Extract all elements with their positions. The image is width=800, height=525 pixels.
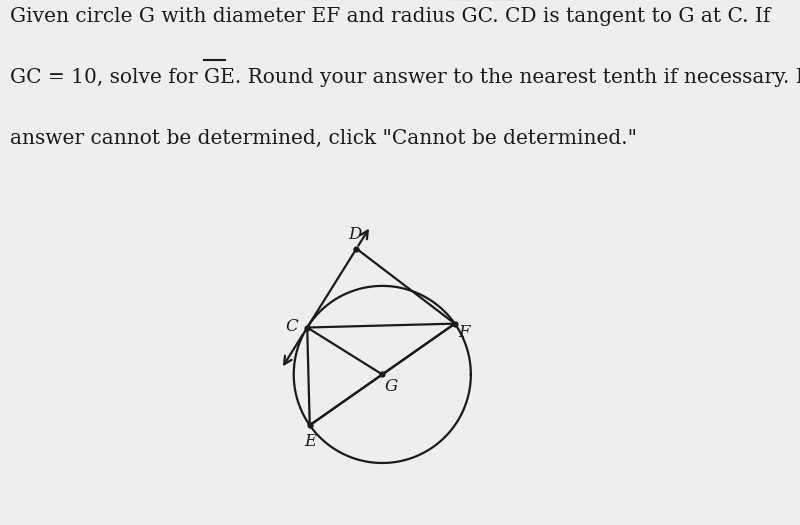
Text: E: E (304, 433, 317, 450)
Text: C: C (285, 318, 298, 335)
Text: F: F (458, 324, 470, 341)
Text: Given circle G with diameter EF and radius GC. CD is tangent to G at C. If: Given circle G with diameter EF and radi… (10, 7, 770, 26)
Text: GC = 10, solve for GE. Round your answer to the nearest tenth if necessary. If t: GC = 10, solve for GE. Round your answer… (10, 68, 800, 87)
Text: G: G (385, 377, 398, 395)
Text: D: D (349, 226, 362, 243)
Text: answer cannot be determined, click "Cannot be determined.": answer cannot be determined, click "Cann… (10, 129, 637, 149)
